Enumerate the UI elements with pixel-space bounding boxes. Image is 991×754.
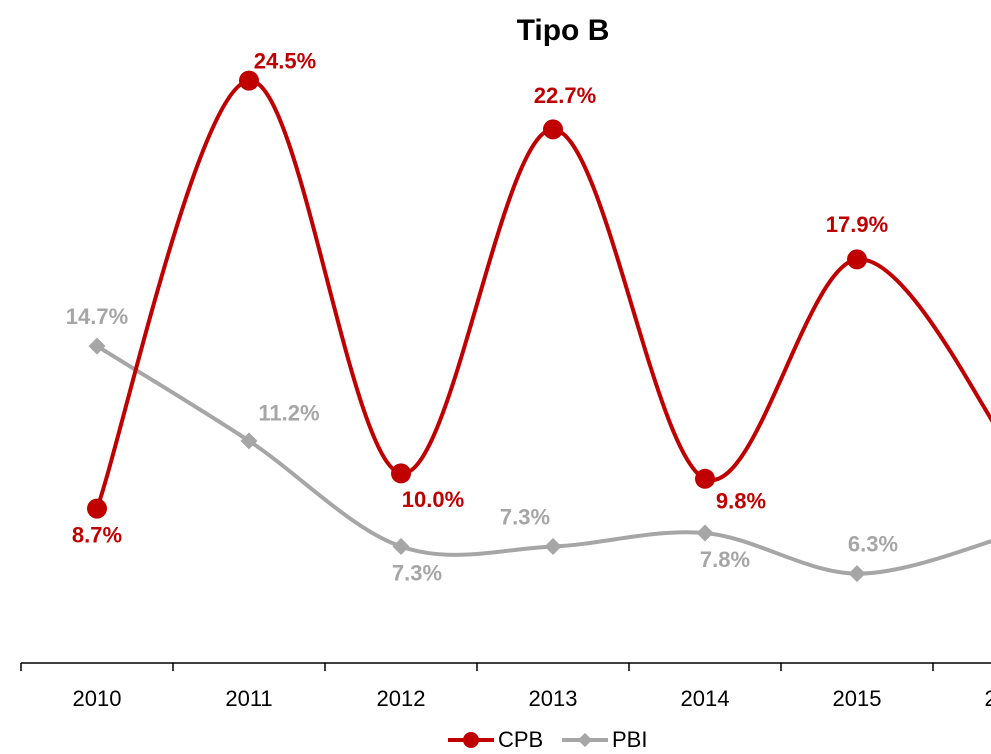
data-label: 7.3% [500,504,550,529]
data-label: 7.8% [700,547,750,572]
data-label: 7.3% [392,560,442,585]
marker [88,337,106,355]
marker [239,70,259,91]
x-tick-label: 2015 [833,686,882,711]
x-tick-label: 2010 [73,686,122,711]
data-label: 14.7% [66,304,128,329]
x-tick-label: 2012 [377,686,426,711]
marker [391,463,411,484]
data-label: 10.0% [402,487,464,512]
marker [392,538,410,556]
marker [240,432,258,450]
x-tick-label: 2013 [529,686,578,711]
data-label: 22.7% [534,83,596,108]
data-label: 6.3% [848,531,898,556]
data-label: 24.5% [254,48,316,73]
marker [848,565,866,583]
data-label: 17.9% [826,212,888,237]
x-tick-label: 2014 [681,686,730,711]
x-tick-label: 2016 [985,686,991,711]
marker [543,119,563,140]
legend-label: PBI [612,727,647,752]
x-tick-label: 2011 [225,686,272,711]
legend-label: CPB [498,727,543,752]
chart-title: Tipo B [517,14,610,47]
marker [544,538,562,556]
data-label: 8.7% [72,522,122,547]
legend-marker [577,732,593,748]
marker [847,249,867,270]
data-label: 9.8% [716,489,766,514]
marker [695,468,715,489]
series-line [95,78,991,510]
data-label: 11.2% [258,401,319,426]
marker [696,524,714,542]
marker [87,498,107,519]
legend-marker [463,732,479,748]
